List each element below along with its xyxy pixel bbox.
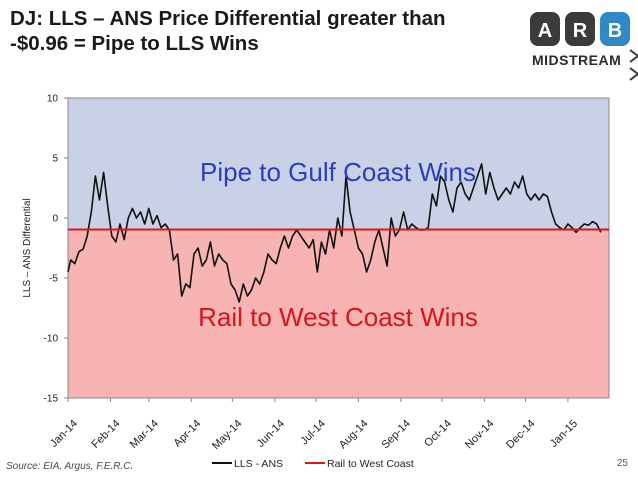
y-tick-label: -5: [49, 274, 58, 285]
x-tick-label: Aug-14: [337, 418, 371, 452]
arb-midstream-logo: A R B MIDSTREAM: [528, 8, 638, 81]
chart-zones: [68, 98, 609, 398]
x-tick-label: Jul-14: [298, 418, 328, 448]
x-tick-label: May-14: [210, 418, 244, 452]
y-tick-label: -15: [44, 394, 59, 405]
legend-label-lls-ans: LLS - ANS: [234, 458, 283, 470]
x-tick-label: Apr-14: [172, 418, 204, 450]
chart-legend: LLS - ANS Rail to West Coast: [212, 458, 414, 470]
series-lines: [67, 163, 609, 303]
plot-border: [67, 97, 610, 399]
slide-title: DJ: LLS – ANS Price Differential greater…: [10, 7, 446, 55]
y-tick-label: -10: [44, 334, 59, 345]
logo-letter-r: R: [573, 20, 588, 42]
x-tick-label: Jan-15: [548, 418, 580, 450]
logo-letter-b: B: [608, 20, 622, 42]
legend-label-rail: Rail to West Coast: [327, 458, 414, 470]
slide-nav-arrows-icon: [629, 49, 638, 81]
x-axis-ticks: Jan-14 Feb-14 Mar-14 Apr-14 May-14 Jun-14 Jul-…: [48, 398, 580, 452]
x-tick-label: Nov-14: [463, 418, 497, 452]
zone-label-pipe: Pipe to Gulf Coast Wins: [200, 157, 476, 187]
logo-badge-b: [600, 12, 630, 46]
logo-letter-a: A: [538, 20, 552, 42]
logo-badges: A R B: [530, 12, 630, 46]
x-tick-label: Feb-14: [89, 418, 122, 451]
y-tick-label: 0: [52, 214, 58, 225]
x-tick-label: Sep-14: [379, 418, 413, 452]
series-lls-ans-line: [67, 163, 602, 303]
logo-badge-a: [530, 12, 560, 46]
x-tick-label: Mar-14: [128, 418, 161, 451]
y-axis-label: LLS – ANS Differential: [22, 198, 33, 297]
logo-badge-r: [565, 12, 595, 46]
y-tick-label: 5: [52, 154, 58, 165]
price-differential-chart: -15 -10 -5 0 5 10 Jan-14 Feb-14 Mar-14 Apr-14 May…: [22, 94, 610, 470]
x-tick-label: Oct-14: [422, 418, 454, 450]
zone-rail-area: [68, 229, 609, 398]
zone-label-rail: Rail to West Coast Wins: [198, 302, 478, 332]
x-tick-label: Dec-14: [504, 418, 538, 452]
page-number: 25: [616, 458, 628, 469]
source-note: Source: EIA, Argus, F.E.R.C.: [6, 461, 134, 472]
x-tick-label: Jun-14: [255, 418, 287, 450]
logo-wordmark: MIDSTREAM: [532, 52, 622, 68]
plot-frame: [67, 97, 610, 399]
y-axis-ticks: -15 -10 -5 0 5 10: [44, 94, 68, 405]
zone-pipe-area: [68, 98, 609, 230]
y-tick-label: 10: [47, 94, 59, 105]
x-tick-label: Jan-14: [48, 418, 80, 450]
